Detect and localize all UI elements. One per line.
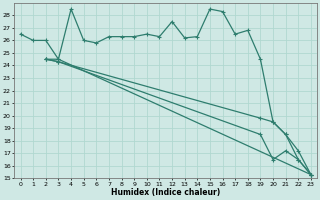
X-axis label: Humidex (Indice chaleur): Humidex (Indice chaleur) bbox=[111, 188, 220, 197]
